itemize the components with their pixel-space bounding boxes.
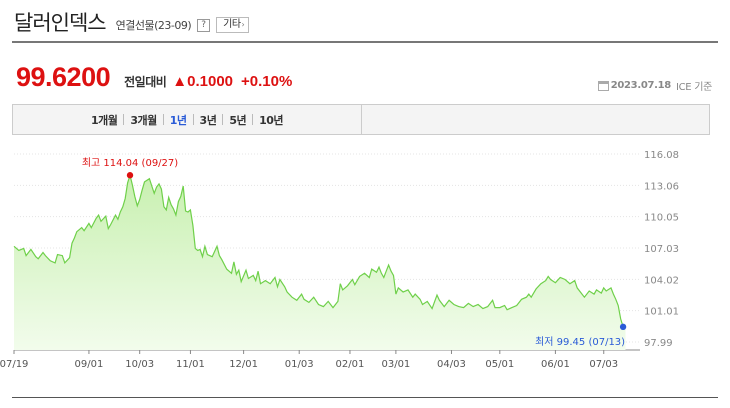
change-value: ▲0.1000: [172, 73, 233, 90]
x-tick-label: 07/19: [0, 359, 28, 370]
y-tick-label: 101.01: [644, 307, 679, 318]
x-tick-label: 11/01: [176, 359, 205, 370]
period-tabs-list: 1개월 3개월 1년 3년 5년 10년: [13, 105, 362, 134]
tab-period-0[interactable]: 1개월: [90, 113, 118, 127]
current-price: 99.6200: [16, 62, 111, 92]
tab-separator: [252, 114, 254, 125]
tab-period-3[interactable]: 3년: [199, 113, 217, 127]
tab-separator: [162, 114, 164, 125]
x-tick-label: 07/03: [589, 359, 618, 370]
x-tick-label: 12/01: [229, 359, 258, 370]
y-tick-label: 97.99: [644, 338, 673, 349]
quote-row: 99.6200 전일대비 ▲0.1000 +0.10%: [16, 62, 292, 92]
high-marker: [126, 172, 134, 179]
low-marker: [619, 323, 627, 331]
footer-divider: [12, 397, 718, 398]
help-icon[interactable]: ?: [197, 18, 211, 32]
header-divider: [12, 41, 718, 43]
change-label: 전일대비: [124, 75, 167, 89]
up-arrow-icon: ▲: [172, 73, 188, 90]
tab-period-1[interactable]: 3개월: [130, 113, 157, 127]
high-label: 최고 114.04 (09/27): [82, 157, 178, 169]
page-title: 달러인덱스: [14, 11, 107, 35]
asof-source: ICE 기준: [675, 82, 712, 93]
price-chart: 116.08 113.06 110.05 107.03 104.02 101.01 97.9…: [0, 150, 679, 370]
more-button[interactable]: 기타›: [216, 17, 250, 33]
y-tick-label: 116.08: [644, 150, 679, 161]
series-line: [13, 172, 626, 328]
x-tick-label: 02/01: [336, 359, 365, 370]
change-amount: 0.1000: [187, 73, 234, 90]
tab-separator: [222, 114, 224, 125]
y-tick-label: 110.05: [644, 213, 679, 224]
x-tick-label: 03/01: [381, 359, 410, 370]
x-tick-label: 01/03: [285, 359, 314, 370]
tab-period-2[interactable]: 1년: [169, 113, 187, 127]
calendar-icon: [597, 80, 609, 91]
asof-date: 2023.07.18: [610, 80, 672, 91]
chevron-right-icon: ›: [241, 20, 245, 29]
chart-area: 116.08 113.06 110.05 107.03 104.02 101.01 97.9…: [0, 140, 730, 390]
series-area: [14, 175, 626, 350]
asof-info: 2023.07.18 ICE 기준: [597, 78, 712, 93]
tab-separator: [123, 114, 125, 125]
x-tick-label: 09/01: [75, 359, 104, 370]
y-tick-label: 104.02: [644, 275, 679, 286]
tab-separator: [192, 114, 194, 125]
low-label: 최저 99.45 (07/13): [535, 336, 625, 348]
y-tick-label: 113.06: [644, 181, 679, 192]
x-tick-label: 06/01: [541, 359, 570, 370]
tab-period-4[interactable]: 5년: [229, 113, 247, 127]
x-tick-label: 04/03: [437, 359, 466, 370]
more-button-label: 기타: [223, 19, 241, 30]
contract-subtitle: 연결선물(23-09): [115, 19, 192, 32]
header: 달러인덱스 연결선물(23-09) ? 기타›: [14, 8, 250, 36]
change-percent: +0.10%: [241, 73, 293, 90]
tab-period-5[interactable]: 10년: [259, 113, 284, 127]
y-tick-label: 107.03: [644, 244, 679, 255]
period-tabs: 1개월 3개월 1년 3년 5년 10년: [12, 104, 710, 135]
x-tick-label: 10/03: [125, 359, 154, 370]
x-tick-label: 05/01: [485, 359, 514, 370]
